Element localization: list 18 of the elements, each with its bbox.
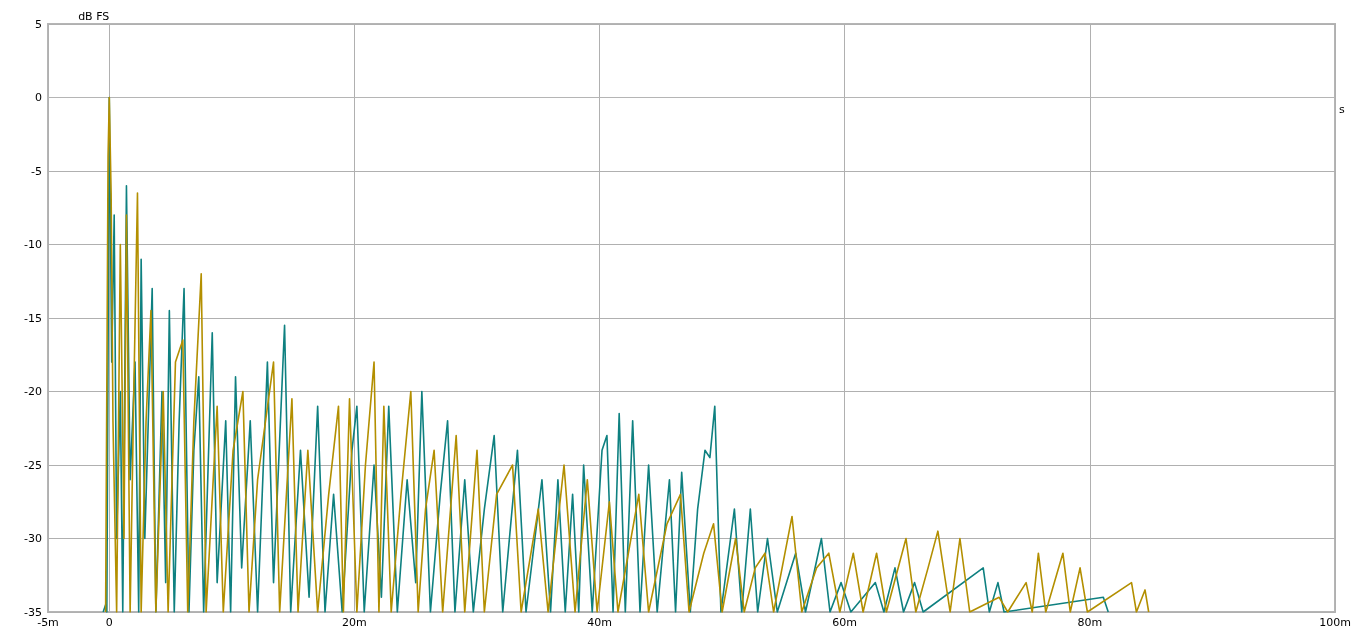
x-tick-label: 20m — [342, 616, 367, 629]
y-tick-label: -10 — [24, 238, 42, 251]
y-tick-label: -30 — [24, 532, 42, 545]
y-tick-label: 5 — [35, 17, 42, 31]
y-tick-label: -35 — [24, 605, 42, 619]
y-tick-label: 0 — [35, 91, 42, 104]
x-tick-label: 0 — [105, 616, 113, 629]
x-tick-label: -5m — [37, 616, 59, 629]
x-tick-label: 100m — [1319, 616, 1351, 629]
y-tick-label: -20 — [24, 385, 42, 398]
x-axis-title: s — [1339, 102, 1345, 116]
y-tick-label: -5 — [31, 164, 42, 178]
y-tick-label: -15 — [24, 311, 42, 325]
y-tick-label: -25 — [24, 458, 42, 472]
y-axis-title: dB FS — [78, 10, 110, 23]
x-tick-label: 80m — [1077, 616, 1103, 629]
x-tick-label: 40m — [587, 616, 612, 629]
x-tick-label: 60m — [832, 616, 858, 629]
